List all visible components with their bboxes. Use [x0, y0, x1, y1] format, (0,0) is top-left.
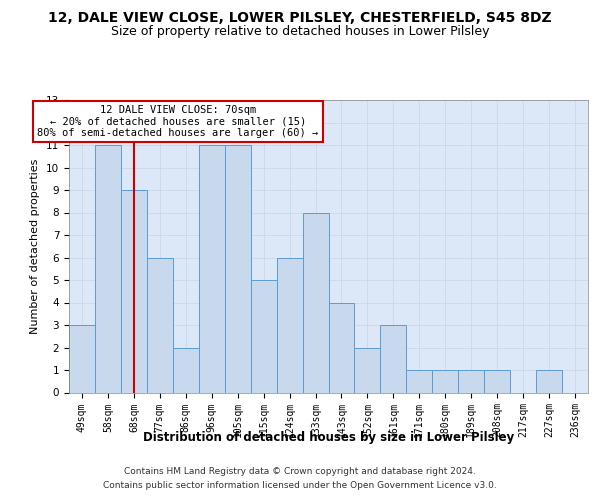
Bar	[484, 370, 510, 392]
Bar	[458, 370, 484, 392]
Bar	[302, 212, 329, 392]
Y-axis label: Number of detached properties: Number of detached properties	[31, 158, 40, 334]
Bar	[251, 280, 277, 392]
Bar	[95, 145, 121, 392]
Bar	[121, 190, 147, 392]
Bar	[380, 325, 406, 392]
Bar	[406, 370, 432, 392]
Bar	[69, 325, 95, 392]
Bar	[536, 370, 562, 392]
Text: 12 DALE VIEW CLOSE: 70sqm
← 20% of detached houses are smaller (15)
80% of semi-: 12 DALE VIEW CLOSE: 70sqm ← 20% of detac…	[37, 105, 319, 138]
Bar	[433, 370, 458, 392]
Bar	[329, 302, 355, 392]
Bar	[173, 348, 199, 393]
Text: Size of property relative to detached houses in Lower Pilsley: Size of property relative to detached ho…	[111, 24, 489, 38]
Bar	[225, 145, 251, 392]
Bar	[199, 145, 224, 392]
Bar	[355, 348, 380, 393]
Bar	[277, 258, 302, 392]
Bar	[147, 258, 173, 392]
Text: Contains public sector information licensed under the Open Government Licence v3: Contains public sector information licen…	[103, 480, 497, 490]
Text: Contains HM Land Registry data © Crown copyright and database right 2024.: Contains HM Land Registry data © Crown c…	[124, 467, 476, 476]
Text: Distribution of detached houses by size in Lower Pilsley: Distribution of detached houses by size …	[143, 431, 514, 444]
Text: 12, DALE VIEW CLOSE, LOWER PILSLEY, CHESTERFIELD, S45 8DZ: 12, DALE VIEW CLOSE, LOWER PILSLEY, CHES…	[48, 10, 552, 24]
